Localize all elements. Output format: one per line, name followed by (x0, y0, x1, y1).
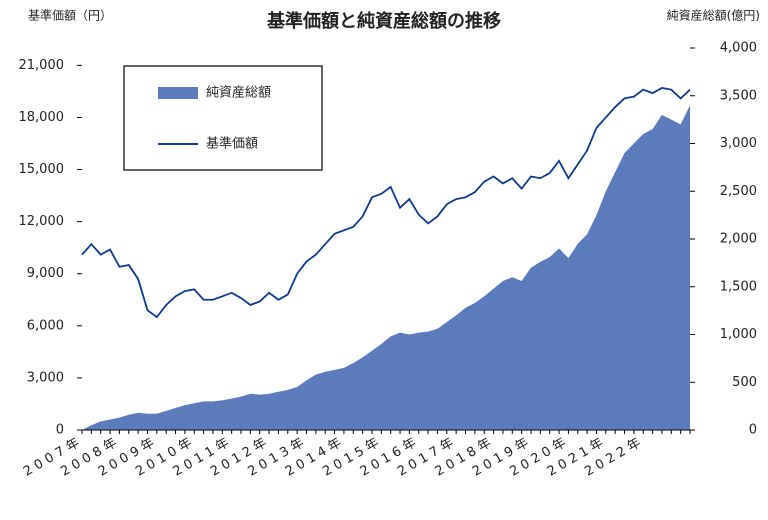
y2-axis-label: 純資産総額(億円) (667, 8, 760, 23)
y-tick-label: 21,000 (19, 58, 65, 73)
y-tick-label: 3,000 (27, 370, 64, 385)
chart-title: 基準価額と純資産総額の推移 (266, 10, 501, 32)
y2-tick-label: 2,000 (720, 232, 757, 247)
y2-tick-label: 0 (749, 423, 757, 438)
y2-tick-label: 1,500 (720, 279, 757, 294)
y-tick-label: 18,000 (19, 110, 65, 125)
y2-tick-label: 500 (732, 375, 757, 390)
y2-tick-label: 4,000 (720, 41, 757, 56)
y-axis-label: 基準価額（円） (28, 8, 112, 23)
y-tick-label: 0 (56, 423, 64, 438)
y-tick-label: 15,000 (19, 162, 65, 177)
legend-box (123, 65, 323, 171)
area (82, 105, 690, 431)
line (81, 86, 691, 319)
y2-tick-label: 1,000 (720, 327, 757, 342)
y2-tick-label: 3,500 (720, 88, 757, 103)
y-tick-label: 12,000 (19, 214, 65, 229)
legend-label: 純資産総額 (206, 85, 271, 101)
y-tick-label: 9,000 (27, 266, 64, 281)
legend-label: 基準価額 (206, 136, 258, 152)
legend-swatch (158, 87, 198, 99)
y-tick-label: 6,000 (27, 318, 64, 333)
y2-tick-label: 2,500 (720, 184, 757, 199)
plot-area (81, 86, 691, 431)
y2-tick-label: 3,000 (720, 136, 757, 151)
